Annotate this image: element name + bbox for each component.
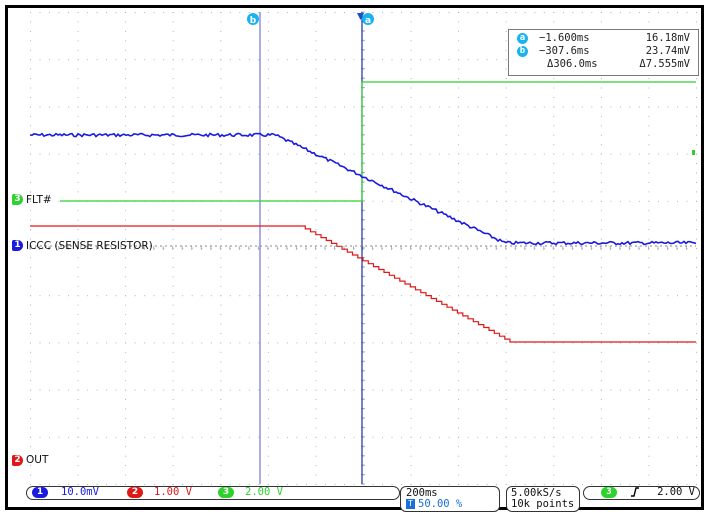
ch1-scale[interactable]: 10.0mV bbox=[61, 486, 99, 498]
ch1-marker[interactable]: 1 bbox=[12, 240, 23, 251]
ch2-scale[interactable]: 1.00 V bbox=[154, 486, 192, 498]
cursor-a-icon: a bbox=[517, 33, 528, 44]
ch1-scale-badge[interactable]: 1 bbox=[32, 487, 48, 498]
ch3-label: FLT# bbox=[26, 194, 52, 206]
cursor-a-marker[interactable] bbox=[362, 13, 374, 25]
cursor-a-time: −1.600ms bbox=[539, 32, 590, 44]
cursor-readout-panel: a −1.600ms 16.18mV b −307.6ms 23.74mV Δ3… bbox=[508, 29, 699, 76]
ch1-label: ICCC (SENSE RESISTOR) bbox=[26, 240, 153, 252]
trigger-level: 2.00 V bbox=[657, 486, 695, 498]
cursor-b-value: 23.74mV bbox=[645, 45, 690, 57]
ch3-offscreen-marker bbox=[692, 150, 695, 155]
trigger-position-icon: T bbox=[406, 499, 415, 509]
ch2-scale-badge[interactable]: 2 bbox=[127, 487, 143, 498]
ch3-trace bbox=[60, 81, 696, 202]
ch3-marker[interactable]: 3 bbox=[12, 194, 23, 205]
acquisition-panel[interactable]: 5.00kS/s 10k points bbox=[506, 486, 580, 512]
screen-frame bbox=[5, 5, 704, 510]
ch2-label: OUT bbox=[26, 454, 49, 466]
cursor-b-marker-label: b bbox=[250, 16, 257, 26]
ch3-scale-badge[interactable]: 3 bbox=[218, 487, 234, 498]
ch3-scale[interactable]: 2.00 V bbox=[245, 486, 283, 498]
cursor-delta-time: Δ306.0ms bbox=[547, 58, 598, 70]
timebase-value: 200ms bbox=[406, 487, 438, 499]
timebase-panel[interactable]: 200ms T 50.00 % bbox=[400, 486, 500, 512]
rising-edge-icon bbox=[630, 486, 640, 501]
sample-rate: 5.00kS/s bbox=[511, 487, 562, 499]
ch1-trace bbox=[29, 132, 697, 246]
trigger-source-badge: 3 bbox=[601, 487, 617, 498]
ch2-marker[interactable]: 2 bbox=[12, 455, 23, 466]
cursor-b-icon: b bbox=[517, 46, 528, 57]
cursor-a-value: 16.18mV bbox=[645, 32, 690, 44]
cursor-b-marker[interactable] bbox=[247, 13, 259, 25]
record-length: 10k points bbox=[511, 498, 575, 510]
channel-scales-bar[interactable]: 1 10.0mV 2 1.00 V 3 2.00 V bbox=[26, 486, 400, 500]
cursor-b-time: −307.6ms bbox=[539, 45, 590, 57]
trigger-position-value: 50.00 % bbox=[418, 498, 463, 510]
cursor-delta-value: Δ7.555mV bbox=[639, 58, 690, 70]
graticule bbox=[29, 11, 697, 485]
trigger-panel[interactable]: 3 2.00 V bbox=[583, 486, 700, 500]
ch2-trace bbox=[30, 225, 696, 343]
trigger-position-marker bbox=[357, 13, 364, 20]
cursor-a-marker-label: a bbox=[365, 16, 371, 26]
